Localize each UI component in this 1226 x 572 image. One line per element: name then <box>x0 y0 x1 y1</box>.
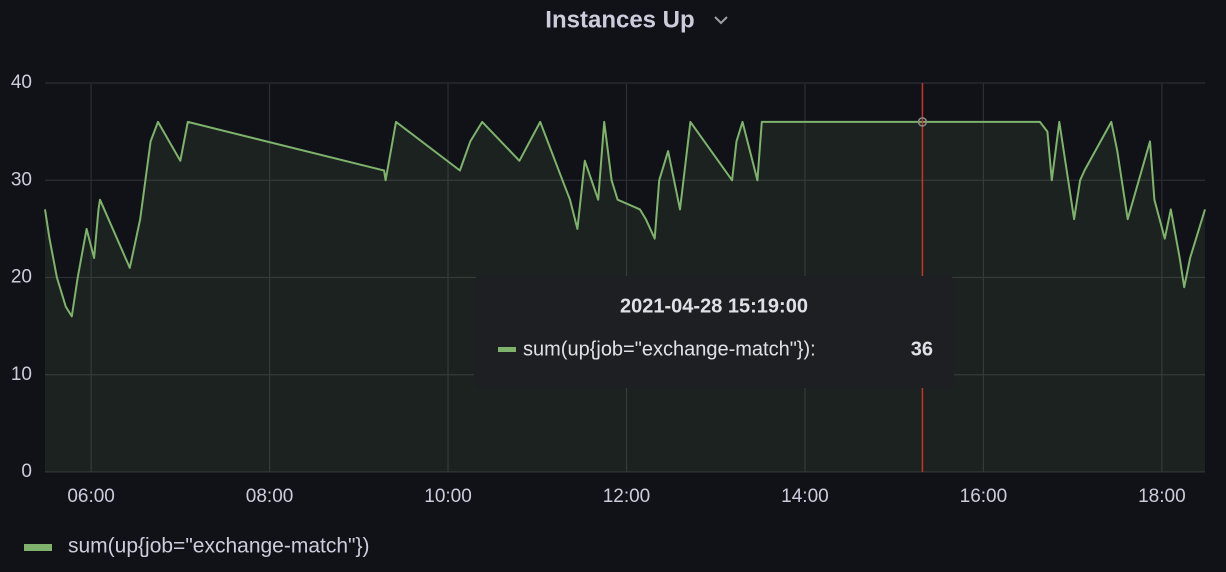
chart-title[interactable]: Instances Up <box>545 6 694 33</box>
y-tick-label: 30 <box>11 169 32 190</box>
tooltip-box <box>474 276 954 388</box>
x-tick-label: 06:00 <box>67 486 115 507</box>
legend-label[interactable]: sum(up{job="exchange-match"}) <box>68 535 370 558</box>
x-tick-label: 10:00 <box>424 486 472 507</box>
tooltip-label: sum(up{job="exchange-match"}): <box>523 338 816 360</box>
y-tick-label: 20 <box>11 267 32 288</box>
y-tick-label: 0 <box>21 461 32 482</box>
y-tick-label: 10 <box>11 364 32 385</box>
series-line <box>44 120 1206 318</box>
legend-swatch[interactable] <box>24 544 52 551</box>
ticks: 0 10 20 30 40 06:00 08:00 10:00 12:00 14:00 16:00 1… <box>11 72 1186 507</box>
tooltip-time: 2021-04-28 15:19:00 <box>620 295 808 317</box>
x-tick-label: 08:00 <box>246 486 294 507</box>
x-tick-label: 12:00 <box>603 486 651 507</box>
y-tick-label: 40 <box>11 72 32 93</box>
tooltip-swatch <box>498 347 516 352</box>
legend: sum(up{job="exchange-match"}) <box>24 535 370 558</box>
hover-point <box>917 117 928 127</box>
tooltip-value: 36 <box>911 338 933 360</box>
tooltip: 2021-04-28 15:19:00 sum(up{job="exchange… <box>474 276 954 388</box>
x-tick-label: 14:00 <box>781 486 829 507</box>
x-tick-label: 18:00 <box>1138 486 1186 507</box>
x-tick-label: 16:00 <box>960 486 1008 507</box>
title-chevron[interactable] <box>714 16 728 25</box>
